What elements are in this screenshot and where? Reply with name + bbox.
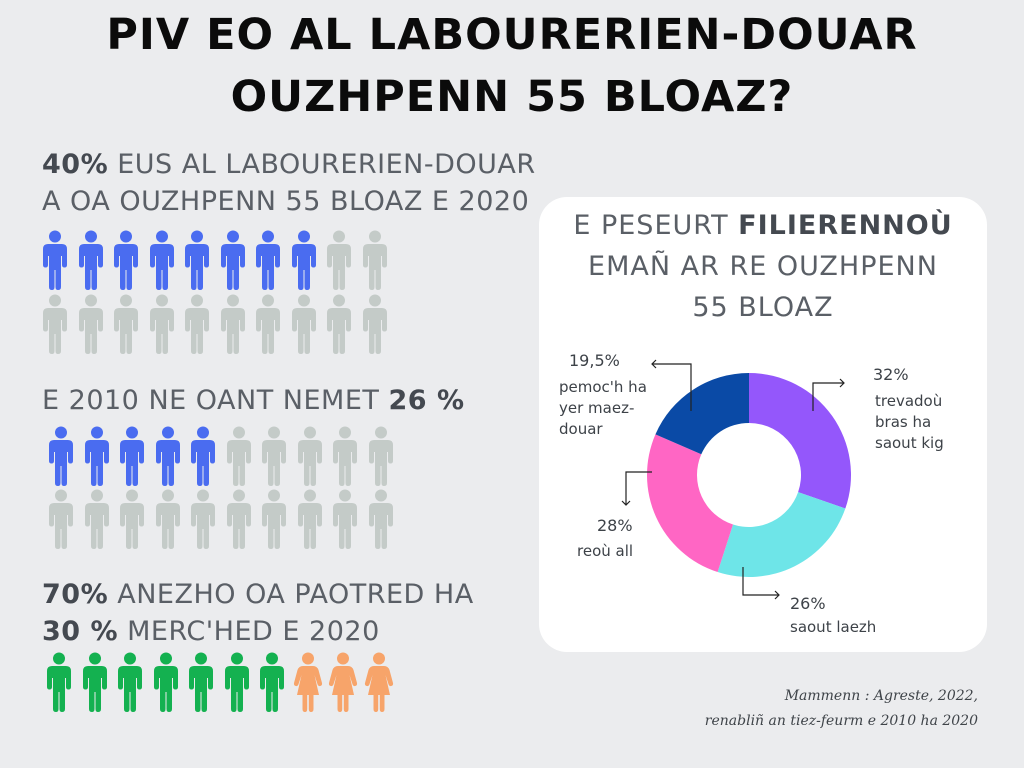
man-icon	[186, 652, 216, 712]
person-icon	[295, 489, 325, 549]
person-icon	[40, 294, 70, 354]
person-icon	[366, 489, 396, 549]
chart-title-bold: FILIERENNOÙ	[738, 210, 953, 241]
person-icon	[40, 230, 70, 290]
person-icon	[224, 426, 254, 486]
man-icon	[151, 652, 181, 712]
woman-icon	[293, 652, 323, 712]
chart-title-line-3: 55 BLOAZ	[692, 292, 834, 323]
figures-2020-row-1	[40, 230, 395, 290]
stat-2010-text: E 2010 NE OANT NEMET	[42, 385, 389, 416]
man-icon	[115, 652, 145, 712]
person-icon	[289, 230, 319, 290]
woman-icon	[364, 652, 394, 712]
stat-gender: 70% ANEZHO OA PAOTRED HA 30 % MERC'HED E…	[42, 576, 474, 650]
person-icon	[46, 426, 76, 486]
person-icon	[259, 426, 289, 486]
man-icon	[257, 652, 287, 712]
person-icon	[82, 489, 112, 549]
person-icon	[153, 489, 183, 549]
person-icon	[117, 426, 147, 486]
person-icon	[76, 294, 106, 354]
person-icon	[324, 294, 354, 354]
person-icon	[188, 489, 218, 549]
person-icon	[188, 426, 218, 486]
chart-card: E PESEURT FILIERENNOÙ EMAÑ AR RE OUZHPEN…	[539, 197, 987, 652]
person-icon	[147, 294, 177, 354]
woman-icon	[328, 652, 358, 712]
man-icon	[80, 652, 110, 712]
stat-gender-text-1: ANEZHO OA PAOTRED HA	[108, 579, 474, 610]
person-icon	[153, 426, 183, 486]
source-note: Mammenn : Agreste, 2022, renabliñ an tie…	[705, 684, 978, 734]
slice-category-label: reoù all	[577, 542, 634, 560]
donut-slice	[717, 492, 846, 577]
figures-2020-row-2	[40, 294, 395, 354]
man-icon	[44, 652, 74, 712]
leader-line	[812, 378, 845, 411]
person-icon	[330, 426, 360, 486]
person-icon	[46, 489, 76, 549]
person-icon	[182, 294, 212, 354]
chart-title-line-2: EMAÑ AR RE OUZHPENN	[588, 251, 938, 282]
chart-title: E PESEURT FILIERENNOÙ EMAÑ AR RE OUZHPEN…	[539, 205, 987, 328]
donut-chart	[621, 359, 851, 600]
person-icon	[259, 489, 289, 549]
page-title: PIV EO AL LABOURERIEN-DOUAR OUZHPENN 55 …	[0, 4, 1024, 128]
stat-2020: 40% EUS AL LABOURERIEN-DOUAR A OA OUZHPE…	[42, 146, 536, 220]
person-icon	[76, 230, 106, 290]
stat-2020-text-1: EUS AL LABOURERIEN-DOUAR	[108, 149, 536, 180]
person-icon	[117, 489, 147, 549]
man-icon	[222, 652, 252, 712]
slice-category-label: saout laezh	[790, 618, 877, 636]
chart-title-pre: E PESEURT	[573, 210, 739, 241]
stat-2010: E 2010 NE OANT NEMET 26 %	[42, 382, 465, 419]
person-icon	[111, 294, 141, 354]
person-icon	[82, 426, 112, 486]
person-icon	[147, 230, 177, 290]
person-icon	[360, 294, 390, 354]
person-icon	[295, 426, 325, 486]
slice-percent-label: 28%	[597, 516, 633, 535]
person-icon	[289, 294, 319, 354]
person-icon	[253, 294, 283, 354]
stat-2020-text-2: A OA OUZHPENN 55 BLOAZ E 2020	[42, 186, 530, 217]
leader-line	[651, 359, 692, 411]
slice-percent-label: 32%	[873, 365, 909, 384]
person-icon	[218, 294, 248, 354]
slice-category-label: pemoc'h ha yer maez-douar	[559, 378, 647, 438]
person-icon	[330, 489, 360, 549]
stat-2010-percent: 26 %	[388, 385, 465, 416]
leader-line	[621, 471, 652, 506]
title-line-2: OUZHPENN 55 BLOAZ?	[230, 72, 794, 122]
person-icon	[253, 230, 283, 290]
slice-category-label: trevadoù bras ha saout kig	[875, 392, 944, 452]
stat-2020-percent: 40%	[42, 149, 109, 180]
figures-gender-row	[44, 652, 399, 712]
donut-slice	[647, 434, 734, 573]
title-line-1: PIV EO AL LABOURERIEN-DOUAR	[106, 10, 918, 60]
person-icon	[360, 230, 390, 290]
stat-gender-men-percent: 70%	[42, 579, 109, 610]
donut-slice	[749, 373, 851, 509]
donut-slice	[655, 373, 749, 455]
leader-line	[742, 567, 780, 600]
stat-gender-text-2: MERC'HED E 2020	[118, 616, 380, 647]
figures-2010-row-1	[46, 426, 401, 486]
source-line-2: renabliñ an tiez-feurm e 2010 ha 2020	[704, 713, 978, 729]
person-icon	[366, 426, 396, 486]
person-icon	[218, 230, 248, 290]
figures-2010-row-2	[46, 489, 401, 549]
source-line-1: Mammenn : Agreste, 2022,	[784, 688, 978, 704]
slice-percent-label: 19,5%	[569, 351, 620, 370]
person-icon	[182, 230, 212, 290]
stat-gender-women-percent: 30 %	[42, 616, 119, 647]
person-icon	[324, 230, 354, 290]
person-icon	[224, 489, 254, 549]
person-icon	[111, 230, 141, 290]
slice-percent-label: 26%	[790, 594, 826, 613]
